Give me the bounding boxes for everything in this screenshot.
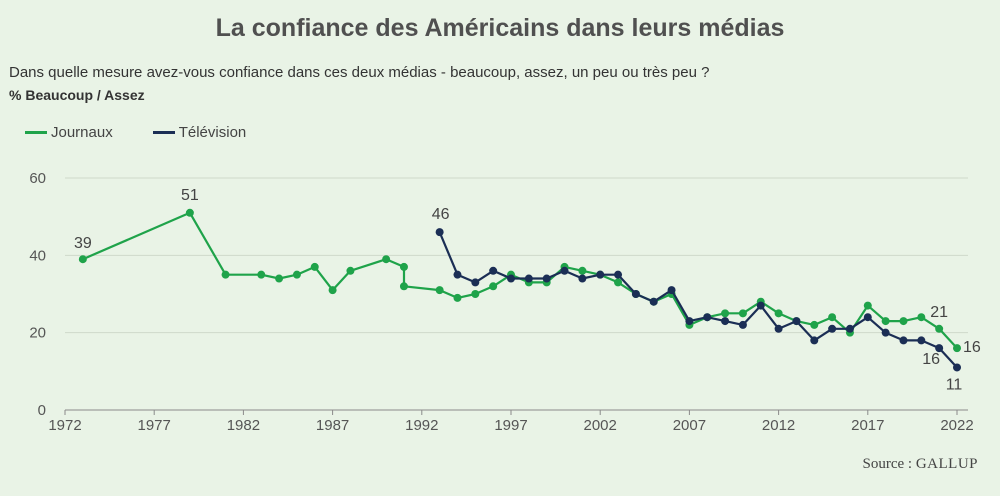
x-tick-label-1997: 1997 [494,417,527,434]
point-journaux-1990 [382,255,391,264]
source-credit: Source : GALLUP [863,456,979,473]
legend: Journaux Télévision [25,124,286,141]
legend-swatch-journaux [25,131,47,134]
y-tick-label-20: 20 [29,325,46,342]
point-journaux-2015 [828,313,837,322]
y-tick-label-60: 60 [29,170,46,187]
chart-subtitle: Dans quelle mesure avez-vous confiance d… [9,64,710,81]
x-tick-label-2007: 2007 [673,417,706,434]
point-television-2008 [703,313,712,322]
point-journaux-1987 [328,286,337,295]
point-television-2011 [756,301,765,310]
series-line-television [438,231,958,369]
point-journaux-2021 [935,324,944,333]
point-journaux-1985 [292,270,301,279]
data-label-television-2021: 16 [922,351,940,368]
point-television-1995 [471,278,480,287]
source-logo: GALLUP [915,456,978,472]
x-tick-label-2022: 2022 [940,417,973,434]
point-journaux-1979 [185,208,194,217]
x-tick-label-1992: 1992 [405,417,438,434]
point-journaux-2017 [863,301,872,310]
legend-swatch-television [152,131,175,134]
point-journaux-2020 [917,313,926,322]
point-journaux-2009 [721,309,730,318]
point-television-2021 [935,344,944,353]
point-journaux-1983 [257,270,266,279]
point-television-2015 [828,324,837,333]
point-journaux-1988 [346,266,355,275]
x-tick-label-1972: 1972 [48,417,81,434]
x-tick-label-1987: 1987 [316,417,349,434]
point-journaux-1973 [78,255,87,264]
x-tick-label-1977: 1977 [138,417,171,434]
point-journaux-2014 [810,320,819,329]
point-television-2010 [738,320,747,329]
point-journaux-2019 [899,317,908,326]
point-television-2013 [792,317,801,326]
point-television-2003 [614,270,623,279]
point-television-2017 [863,313,872,322]
point-television-2000 [560,266,569,275]
point-journaux-1991 [399,282,408,291]
source-label: Source : [862,456,916,472]
point-television-2001 [578,274,587,283]
point-television-2004 [631,290,640,298]
data-label-journaux-2022: 16 [963,339,981,356]
point-journaux-2003 [614,278,623,287]
data-label-television-2022: 11 [946,376,963,393]
series-line-journaux [82,211,958,349]
point-television-1996 [489,266,498,275]
point-television-2016 [845,324,854,333]
point-television-2014 [810,336,819,345]
point-journaux-2012 [774,309,783,318]
point-television-2006 [667,286,676,295]
point-television-2022 [953,363,961,372]
point-television-2019 [899,336,908,345]
point-journaux-2010 [738,309,747,318]
point-journaux-1995 [471,290,480,298]
y-axis-label: % Beaucoup / Assez [9,87,145,103]
legend-label-television: Télévision [178,124,247,141]
point-television-2009 [721,317,730,326]
point-journaux-2018 [881,317,890,326]
point-television-2002 [596,270,605,279]
chart-title: La confiance des Américains dans leurs m… [215,14,785,42]
data-label-television-1993: 46 [432,206,450,223]
point-journaux-1991 [399,262,408,271]
point-television-1994 [453,270,462,279]
y-tick-label-40: 40 [29,247,46,264]
data-label-journaux-1973: 39 [74,235,92,252]
point-television-2005 [649,297,658,306]
y-tick-label-0: 0 [38,402,46,419]
data-label-journaux-1979: 51 [181,187,199,204]
x-tick-label-2002: 2002 [584,417,617,434]
data-label-journaux-2021: 21 [930,304,948,321]
x-tick-label-2017: 2017 [851,417,884,434]
legend-item-television[interactable]: Télévision [152,124,247,141]
x-tick-label-1982: 1982 [227,417,260,434]
point-television-2007 [685,317,694,326]
point-journaux-2001 [578,266,587,275]
point-television-2018 [881,328,890,337]
point-television-1998 [524,274,533,283]
point-television-2012 [774,324,783,333]
legend-label-journaux: Journaux [51,124,113,141]
point-journaux-2022 [953,344,961,353]
point-television-1993 [435,228,444,237]
point-television-1999 [542,274,551,283]
point-journaux-1994 [453,293,462,302]
legend-item-journaux[interactable]: Journaux [25,124,113,141]
point-journaux-1986 [310,262,319,271]
point-journaux-1981 [221,270,230,279]
point-journaux-1993 [435,286,444,295]
point-television-1997 [507,274,515,283]
point-journaux-1996 [489,282,498,291]
point-television-2020 [917,336,926,345]
point-journaux-1984 [275,274,284,283]
x-tick-label-2012: 2012 [762,417,795,434]
